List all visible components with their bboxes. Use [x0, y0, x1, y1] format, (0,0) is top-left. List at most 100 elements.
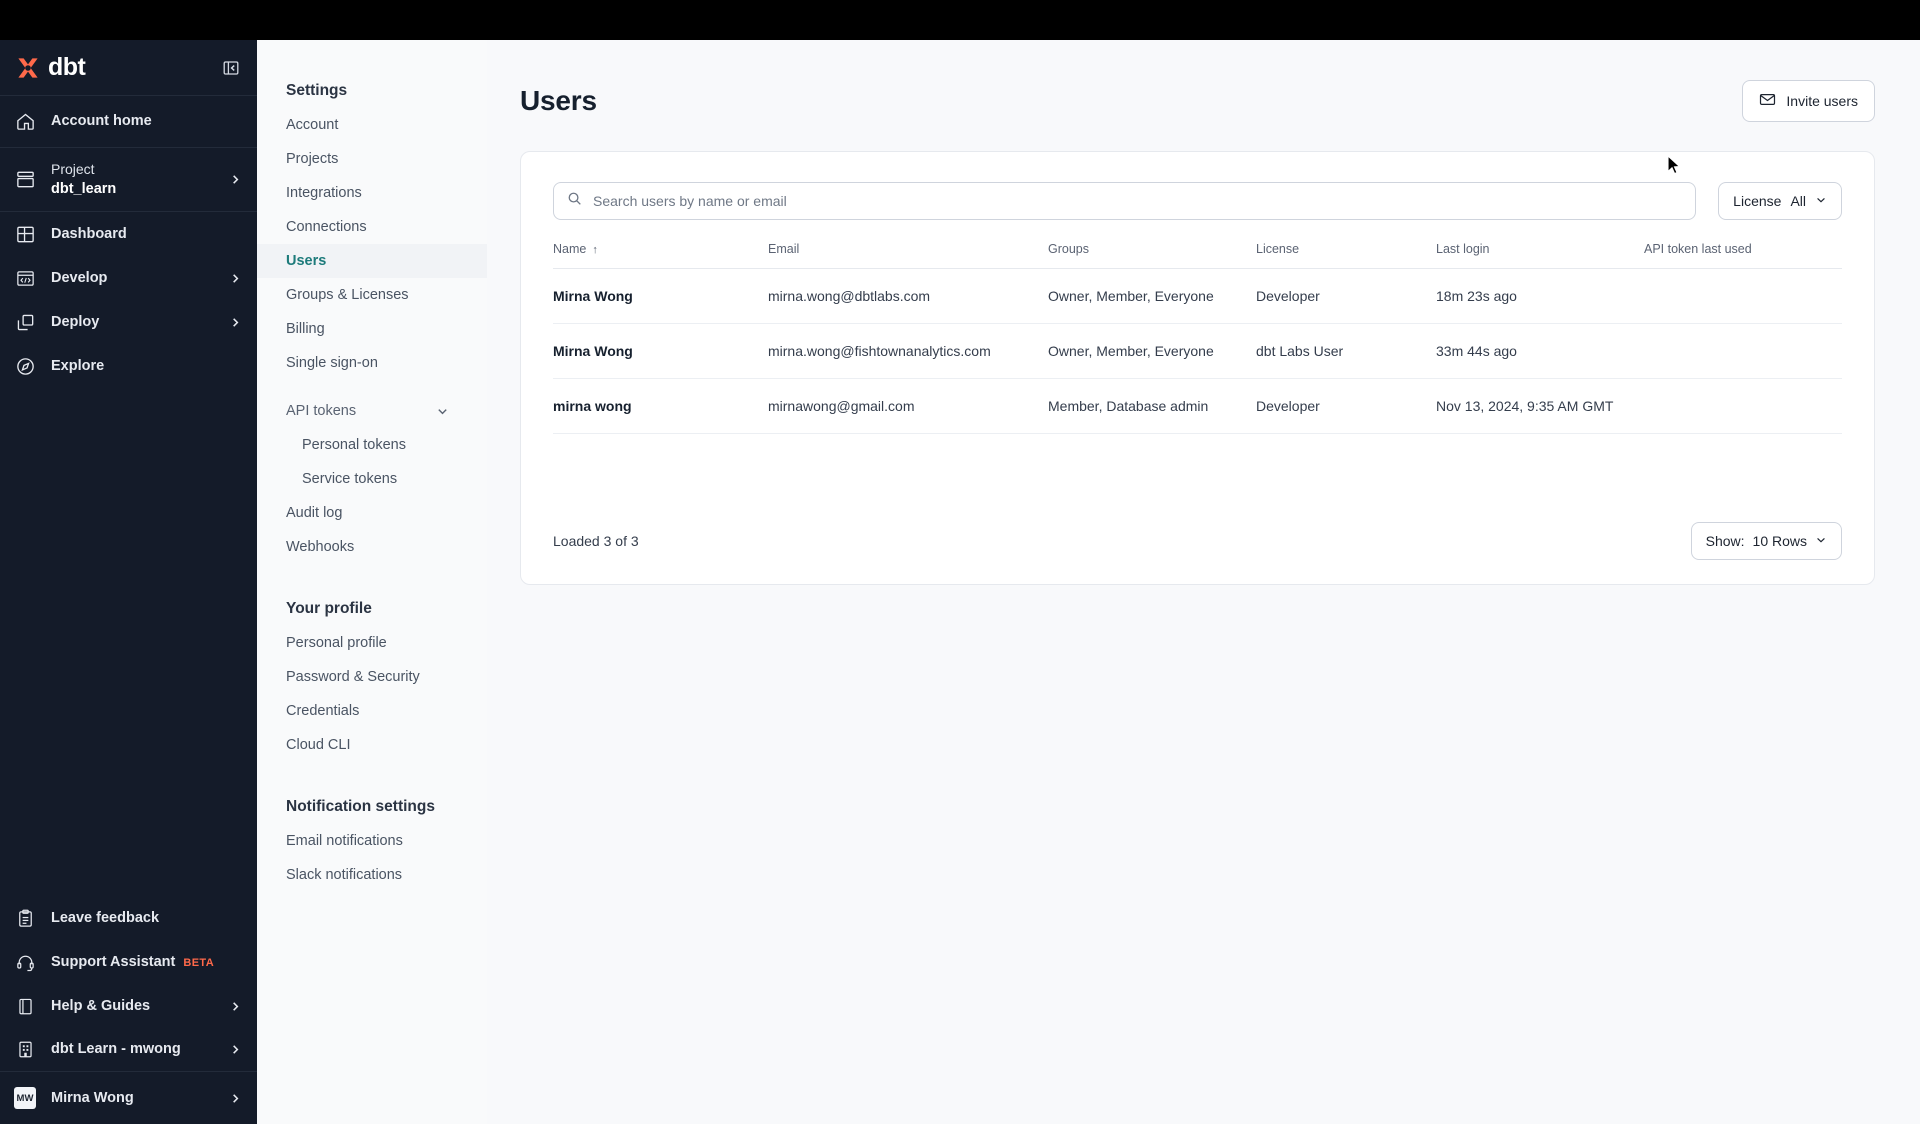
column-header-email[interactable]: Email — [768, 242, 1048, 269]
sidebar-item-explore[interactable]: Explore — [0, 344, 257, 388]
users-table: Name ↑ Email Groups License Last login AP… — [553, 242, 1842, 434]
settings-nav-item-single-sign-on[interactable]: Single sign-on — [257, 346, 487, 380]
users-table-head: Name ↑ Email Groups License Last login AP… — [553, 242, 1842, 269]
settings-nav-item-integrations[interactable]: Integrations — [257, 176, 487, 210]
column-header-last-login[interactable]: Last login — [1436, 242, 1644, 269]
page-title: Users — [520, 85, 597, 116]
settings-nav-label: Audit log — [286, 505, 343, 521]
dbt-logo[interactable]: dbt — [14, 53, 86, 82]
cell-api-token-last-used — [1644, 323, 1842, 379]
cell-groups: Owner, Member, Everyone — [1048, 268, 1256, 324]
dashboard-grid-icon — [14, 223, 36, 245]
chevron-down-icon — [1815, 193, 1827, 209]
settings-nav-item-service-tokens[interactable]: Service tokens — [257, 462, 487, 496]
sidebar-item-leave-feedback[interactable]: Leave feedback — [0, 896, 257, 940]
dbt-logo-wordmark: dbt — [48, 53, 86, 81]
license-filter-value: All — [1790, 193, 1806, 209]
settings-nav-label: Email notifications — [286, 833, 403, 849]
settings-nav-item-webhooks[interactable]: Webhooks — [257, 530, 487, 564]
sidebar-item-support-assistant[interactable]: Support Assistant BETA — [0, 940, 257, 984]
sidebar-item-project-labels: Project dbt_learn — [51, 161, 214, 199]
invite-users-button[interactable]: Invite users — [1742, 80, 1875, 122]
settings-nav-group-api-tokens[interactable]: API tokens — [257, 394, 487, 428]
cell-email: mirnawong@gmail.com — [768, 378, 1048, 434]
sidebar-item-label: Leave feedback — [51, 909, 241, 927]
settings-nav-item-slack-notifications[interactable]: Slack notifications — [257, 858, 487, 892]
license-filter-dropdown[interactable]: License All — [1718, 182, 1842, 220]
sidebar-item-dashboard[interactable]: Dashboard — [0, 212, 257, 256]
dbt-logo-icon — [18, 57, 38, 78]
search-users-box[interactable] — [553, 182, 1697, 220]
users-card: License All Name ↑ Email Groups — [520, 151, 1875, 585]
sidebar-item-project[interactable]: Project dbt_learn — [0, 148, 257, 212]
chevron-right-icon — [229, 273, 241, 284]
column-header-api-token-last-used[interactable]: API token last used — [1644, 242, 1842, 269]
settings-nav-label: Single sign-on — [286, 355, 378, 371]
table-row[interactable]: Mirna Wong mirna.wong@fishtownanalytics.… — [553, 323, 1842, 379]
sidebar-item-help-guides[interactable]: Help & Guides — [0, 984, 257, 1028]
code-window-icon — [14, 267, 36, 289]
sidebar-item-label: Account home — [51, 113, 152, 130]
settings-nav-item-account[interactable]: Account — [257, 108, 487, 142]
settings-nav-item-password-security[interactable]: Password & Security — [257, 660, 487, 694]
settings-nav-label: Service tokens — [302, 471, 398, 487]
show-rows-dropdown[interactable]: Show: 10 Rows — [1690, 522, 1842, 560]
sidebar-item-deploy[interactable]: Deploy — [0, 300, 257, 344]
settings-nav-item-personal-tokens[interactable]: Personal tokens — [257, 428, 487, 462]
cell-license: dbt Labs User — [1256, 323, 1436, 379]
cell-last-login: 33m 44s ago — [1436, 323, 1644, 379]
settings-nav-item-users[interactable]: Users — [257, 244, 487, 278]
settings-nav-item-audit-log[interactable]: Audit log — [257, 496, 487, 530]
settings-nav-item-email-notifications[interactable]: Email notifications — [257, 824, 487, 858]
home-icon — [14, 111, 36, 133]
settings-nav-item-cloud-cli[interactable]: Cloud CLI — [257, 728, 487, 762]
column-header-groups[interactable]: Groups — [1048, 242, 1256, 269]
main-content: Users Invite users — [487, 40, 1920, 1124]
table-row[interactable]: Mirna Wong mirna.wong@dbtlabs.com Owner,… — [553, 268, 1842, 324]
settings-nav-label: Account — [286, 117, 339, 133]
sidebar-item-label: Develop — [51, 269, 108, 286]
settings-nav-label: Personal tokens — [302, 437, 406, 453]
rail-logo-row: dbt — [0, 40, 257, 96]
table-footer: Loaded 3 of 3 Show: 10 Rows — [553, 522, 1842, 560]
column-header-name[interactable]: Name ↑ — [553, 242, 768, 269]
sidebar-item-dbt-learn-account[interactable]: dbt Learn - mwong — [0, 1028, 257, 1072]
settings-nav-item-personal-profile[interactable]: Personal profile — [257, 626, 487, 660]
column-header-license[interactable]: License — [1256, 242, 1436, 269]
settings-nav-item-credentials[interactable]: Credentials — [257, 694, 487, 728]
chevron-down-icon — [1815, 533, 1827, 549]
sidebar-item-develop[interactable]: Develop — [0, 256, 257, 300]
settings-nav-item-projects[interactable]: Projects — [257, 142, 487, 176]
chevron-right-icon — [229, 174, 241, 185]
clipboard-icon — [14, 907, 36, 929]
cell-groups: Owner, Member, Everyone — [1048, 323, 1256, 379]
settings-nav-label: Password & Security — [286, 669, 420, 685]
sidebar-item-account-home[interactable]: Account home — [0, 96, 257, 148]
loaded-count-text: Loaded 3 of 3 — [553, 533, 639, 549]
chevron-right-icon — [229, 1001, 241, 1012]
sidebar-item-user-account[interactable]: MW Mirna Wong — [0, 1072, 257, 1124]
cell-email: mirna.wong@dbtlabs.com — [768, 268, 1048, 324]
sort-ascending-icon: ↑ — [592, 244, 598, 256]
cell-name: Mirna Wong — [553, 323, 768, 379]
collapse-panel-icon[interactable] — [220, 57, 241, 78]
sidebar-item-label: Support Assistant BETA — [51, 953, 241, 971]
settings-nav-item-billing[interactable]: Billing — [257, 312, 487, 346]
support-assistant-label: Support Assistant — [51, 953, 176, 970]
settings-heading: Settings — [286, 82, 348, 99]
search-icon — [567, 191, 582, 211]
sidebar-item-label: Deploy — [51, 313, 100, 330]
building-icon — [14, 1039, 36, 1061]
cell-api-token-last-used — [1644, 268, 1842, 324]
search-input[interactable] — [593, 193, 1683, 209]
sidebar-item-label: Explore — [51, 357, 105, 374]
cell-last-login: 18m 23s ago — [1436, 268, 1644, 324]
show-rows-value: 10 Rows — [1752, 533, 1807, 549]
settings-nav-label: Credentials — [286, 703, 360, 719]
rail-spacer — [0, 388, 257, 896]
settings-nav-item-groups-licenses[interactable]: Groups & Licenses — [257, 278, 487, 312]
table-row[interactable]: mirna wong mirnawong@gmail.com Member, D… — [553, 378, 1842, 434]
settings-nav-item-connections[interactable]: Connections — [257, 210, 487, 244]
avatar-initials: MW — [14, 1087, 36, 1109]
